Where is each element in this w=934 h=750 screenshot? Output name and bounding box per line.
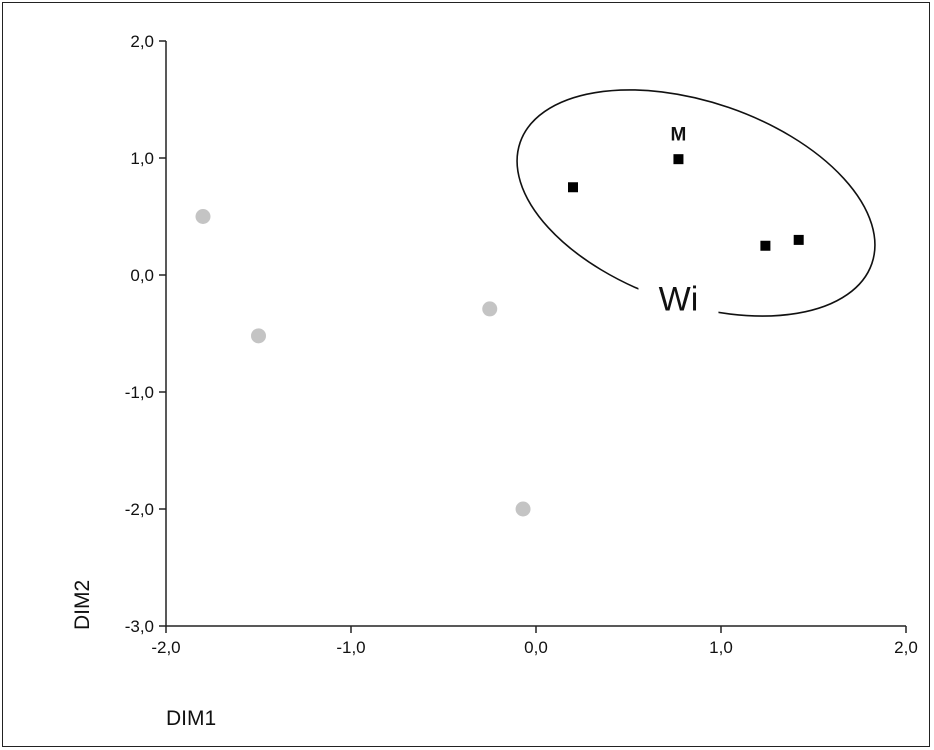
label-backdrop	[638, 278, 719, 319]
x-tick-label: 2,0	[894, 638, 918, 657]
x-tick-label: -2,0	[151, 638, 180, 657]
square-point	[793, 234, 804, 245]
y-tick-label: -3,0	[125, 617, 154, 636]
x-tick-label: 1,0	[709, 638, 733, 657]
y-tick-label: 2,0	[130, 32, 154, 51]
data-points	[195, 154, 804, 517]
square-point	[673, 154, 684, 165]
y-ticks: 2,0 1,0 0,0 -1,0 -2,0 -3,0	[125, 32, 166, 636]
x-axis-title: DIM1	[166, 707, 216, 730]
circle-point	[482, 301, 498, 317]
axes: 2,0 1,0 0,0 -1,0 -2,0 -3,0 -2,0 -1,0 0,0 1,0 2,0	[125, 32, 918, 657]
x-ticks: -2,0 -1,0 0,0 1,0 2,0	[151, 626, 918, 657]
annotations: M Wi	[638, 125, 719, 319]
y-tick-label: 1,0	[130, 149, 154, 168]
group-label: Wi	[659, 280, 699, 318]
square-point	[760, 240, 771, 251]
y-tick-label: -1,0	[125, 383, 154, 402]
circle-point	[515, 501, 531, 517]
point-label: M	[671, 125, 687, 146]
y-tick-label: -2,0	[125, 500, 154, 519]
square-point	[568, 182, 578, 193]
scatter-plot: 2,01,00,0-1,0-2,0-3,0 -2,0 -1,0 0,0 1,0 2,0 …	[71, 32, 918, 730]
x-tick-label: 0,0	[524, 638, 548, 657]
y-tick-label: 0,0	[130, 266, 154, 285]
x-tick-label: -1,0	[336, 638, 365, 657]
circle-point	[195, 209, 211, 224]
y-axis-title: DIM2	[71, 580, 94, 630]
circle-point	[251, 328, 266, 344]
